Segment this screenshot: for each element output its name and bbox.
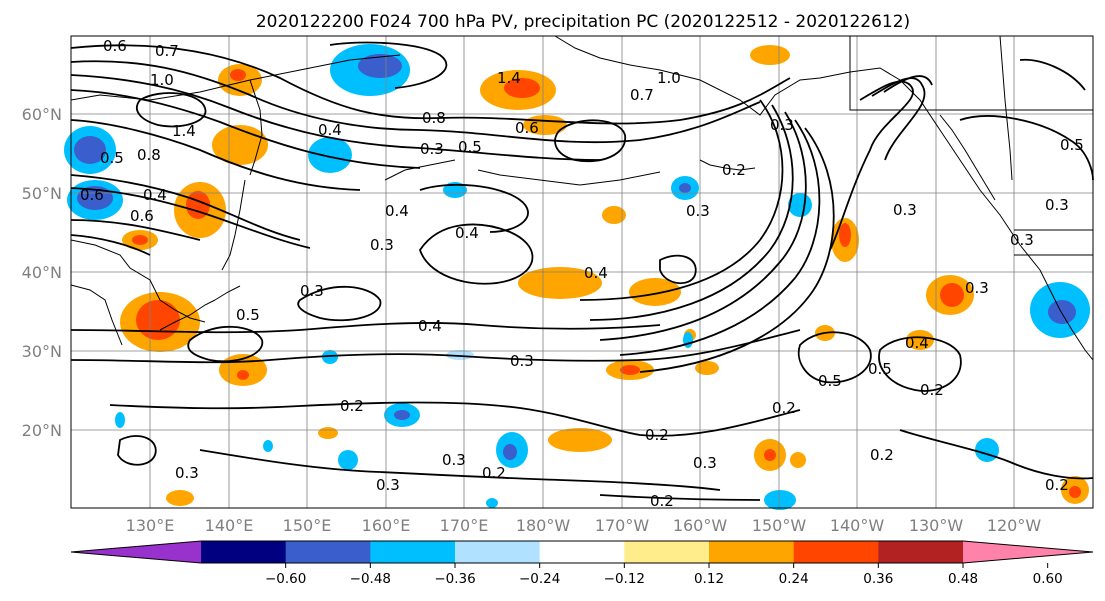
contour-label: 0.3	[370, 236, 394, 254]
lon-label: 170°E	[440, 516, 489, 535]
lon-label: 140°E	[205, 516, 254, 535]
colorbar-swatch	[201, 541, 287, 563]
contour-label: 0.3	[1010, 231, 1034, 249]
lon-label: 170°W	[595, 516, 650, 535]
contour-label: 0.3	[442, 451, 466, 469]
contour-label: 0.5	[818, 372, 842, 390]
pv-contours	[70, 41, 1094, 501]
colorbar-tick-label: −0.60	[265, 571, 306, 587]
colorbar-swatch	[878, 541, 964, 563]
colorbar-tick-label: 0.36	[863, 571, 893, 587]
graticule	[71, 36, 1093, 508]
contour-label: 0.5	[100, 149, 124, 167]
contour-label: 0.5	[868, 360, 892, 378]
contour-labels: 0.6 0.7 1.0 1.4 0.8 0.5 0.6 0.4 0.6 1.4 …	[80, 37, 1084, 510]
contour-label: 0.6	[80, 186, 104, 204]
contour-label: 0.3	[693, 454, 717, 472]
lat-label: 60°N	[22, 105, 62, 124]
colorbar-swatch	[624, 541, 710, 563]
map-frame	[70, 35, 1094, 509]
precipitation-shading	[64, 44, 1090, 510]
lon-label: 130°W	[909, 516, 964, 535]
lon-label: 150°W	[752, 516, 807, 535]
contour-label: 0.2	[645, 426, 669, 444]
colorbar-tick-label: −0.24	[519, 571, 560, 587]
contour-label: 0.3	[1045, 196, 1069, 214]
colorbar-swatch	[370, 541, 456, 563]
lat-label: 40°N	[22, 263, 62, 282]
contour-label: 0.2	[482, 464, 506, 482]
contour-label: 0.6	[130, 207, 154, 225]
colorbar-tick-label: 0.48	[948, 571, 978, 587]
contour-label: 0.7	[630, 86, 654, 104]
lat-label: 30°N	[22, 342, 62, 361]
colorbar-tick-label: 0.24	[779, 571, 809, 587]
contour-label: 0.6	[515, 119, 539, 137]
contour-label: 0.3	[376, 476, 400, 494]
colorbar-tick-label: 0.12	[694, 571, 724, 587]
contour-label: 0.7	[155, 42, 179, 60]
contour-label: 0.2	[340, 397, 364, 415]
colorbar-swatch	[793, 541, 879, 563]
colorbar-swatch	[709, 541, 795, 563]
contour-label: 0.3	[893, 201, 917, 219]
contour-label: 0.6	[103, 37, 127, 55]
contour-label: 0.3	[770, 116, 794, 134]
colorbar-outline	[70, 540, 1094, 564]
contour-label: 1.0	[150, 71, 174, 89]
contour-label: 0.3	[420, 140, 444, 158]
contour-label: 1.4	[497, 69, 521, 87]
contour-label: 0.2	[650, 492, 674, 510]
colorbar-tick-label: −0.12	[604, 571, 645, 587]
colorbar-tick-label: 0.60	[1033, 571, 1063, 587]
colorbar-extend-low	[71, 541, 201, 563]
contour-label: 0.2	[1045, 476, 1069, 494]
coastlines	[70, 35, 1094, 361]
contour-label: 0.8	[137, 146, 161, 164]
lat-label: 50°N	[22, 184, 62, 203]
colorbar-tick-label: −0.48	[350, 571, 391, 587]
contour-label: 0.3	[300, 282, 324, 300]
contour-label: 0.4	[418, 317, 442, 335]
contour-label: 0.3	[510, 352, 534, 370]
contour-label: 0.4	[143, 186, 167, 204]
contour-label: 0.4	[455, 224, 479, 242]
contour-label: 1.4	[172, 122, 196, 140]
lon-label: 140°W	[830, 516, 885, 535]
contour-label: 0.2	[722, 161, 746, 179]
map-panel: 0.6 0.7 1.0 1.4 0.8 0.5 0.6 0.4 0.6 1.4 …	[64, 35, 1094, 510]
lon-label: 180°W	[516, 516, 571, 535]
contour-label: 0.4	[318, 121, 342, 139]
contour-label: 0.4	[584, 264, 608, 282]
colorbar-swatch	[455, 541, 541, 563]
lon-label: 160°E	[362, 516, 411, 535]
contour-label: 0.4	[905, 334, 929, 352]
colorbar-tick-label: −0.36	[434, 571, 475, 587]
contour-label: 0.3	[175, 464, 199, 482]
contour-label: 0.2	[772, 399, 796, 417]
contour-label: 0.3	[686, 202, 710, 220]
lat-label: 20°N	[22, 421, 62, 440]
colorbar-extend-high	[963, 541, 1093, 563]
contour-label: 0.3	[965, 279, 989, 297]
colorbar: −0.60 −0.48 −0.36 −0.24 −0.12 0.12 0.24 0.36 0.4…	[70, 540, 1094, 587]
contour-label: 0.5	[236, 306, 260, 324]
contour-label: 0.5	[1060, 136, 1084, 154]
lon-label: 120°W	[987, 516, 1042, 535]
contour-label: 0.8	[422, 109, 446, 127]
contour-label: 0.4	[385, 202, 409, 220]
contour-label: 1.0	[657, 69, 681, 87]
lon-label: 160°W	[673, 516, 728, 535]
map-title: 2020122200 F024 700 hPa PV, precipitatio…	[256, 12, 910, 32]
contour-label: 0.5	[458, 138, 482, 156]
colorbar-swatch	[539, 541, 625, 563]
lon-label: 150°E	[283, 516, 332, 535]
colorbar-swatch	[285, 541, 371, 563]
contour-label: 0.2	[920, 381, 944, 399]
contour-label: 0.2	[870, 446, 894, 464]
lon-label: 130°E	[126, 516, 175, 535]
latitude-labels: 60°N 50°N 40°N 30°N 20°N	[22, 105, 62, 440]
longitude-labels: 130°E 140°E 150°E 160°E 170°E 180°W 170°…	[126, 516, 1042, 535]
